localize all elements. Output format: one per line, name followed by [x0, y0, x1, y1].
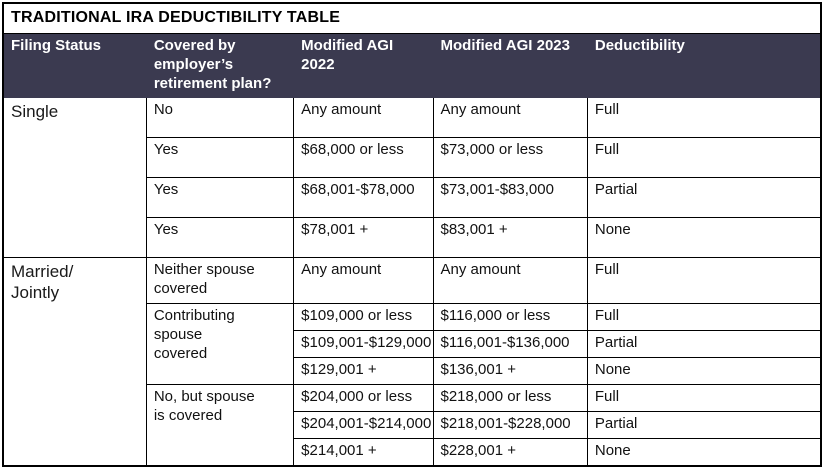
- table-row: Married/ Jointly Neither spouse covered An…: [2, 257, 822, 466]
- modified-agi-2022-cell: $109,001-$129,000: [293, 330, 434, 358]
- column-header-filing-status: Filing Status: [2, 33, 147, 98]
- table-row: Yes $68,000 or less $73,000 or less Full: [3, 137, 822, 178]
- covered-by-plan-cell: Neither spouse covered: [145, 257, 295, 304]
- table-title: TRADITIONAL IRA DEDUCTIBILITY TABLE: [2, 2, 822, 34]
- table-body: Single No Any amount Any amount Full Yes $68,0…: [2, 97, 822, 466]
- table-row: Yes $68,001-$78,000 $73,001-$83,000 Partial: [3, 177, 822, 218]
- modified-agi-2023-cell: $116,001-$136,000: [432, 330, 588, 358]
- modified-agi-2022-cell: $68,001-$78,000: [293, 177, 434, 218]
- modified-agi-2023-cell: $116,000 or less: [432, 303, 588, 331]
- deductibility-cell: Full: [586, 137, 822, 178]
- ira-deductibility-table: TRADITIONAL IRA DEDUCTIBILITY TABLE Fili…: [2, 2, 822, 467]
- table-row: $129,001 + $136,001 + None: [3, 357, 822, 385]
- modified-agi-2023-cell: $218,001-$228,000: [432, 411, 588, 439]
- modified-agi-2022-cell: $204,001-$214,000: [293, 411, 434, 439]
- modified-agi-2023-cell: $83,001 +: [432, 217, 588, 258]
- covered-by-plan-cell: No, but spouse is covered: [145, 384, 295, 466]
- modified-agi-2023-cell: $218,000 or less: [432, 384, 588, 412]
- modified-agi-2022-cell: $68,000 or less: [293, 137, 434, 178]
- table-row: Single No Any amount Any amount Full: [2, 97, 822, 258]
- covered-by-plan-cell: Contributing spouse covered: [145, 303, 295, 385]
- column-header-deductibility: Deductibility: [586, 33, 822, 98]
- column-header-modified-agi-2022: Modified AGI 2022: [293, 33, 434, 98]
- filing-status-cell: Single: [2, 97, 147, 258]
- filing-status-cell: Married/ Jointly: [2, 257, 147, 466]
- deductibility-cell: Full: [586, 384, 822, 412]
- covered-by-plan-cell: Yes: [145, 137, 295, 178]
- table-row: $109,001-$129,000 $116,001-$136,000 Partia…: [3, 330, 822, 358]
- deductibility-cell: Full: [586, 257, 822, 304]
- deductibility-cell: None: [586, 357, 822, 385]
- deductibility-cell: Partial: [586, 330, 822, 358]
- modified-agi-2023-cell: Any amount: [432, 257, 588, 304]
- modified-agi-2022-cell: $129,001 +: [293, 357, 434, 385]
- modified-agi-2023-cell: $73,000 or less: [432, 137, 588, 178]
- table-row: Yes $78,001 + $83,001 + None: [3, 217, 822, 258]
- modified-agi-2022-cell: $78,001 +: [293, 217, 434, 258]
- modified-agi-2023-cell: $73,001-$83,000: [432, 177, 588, 218]
- table-row: $214,001 + $228,001 + None: [3, 438, 822, 466]
- column-header-modified-agi-2023: Modified AGI 2023: [432, 33, 588, 98]
- modified-agi-2022-cell: $109,000 or less: [293, 303, 434, 331]
- modified-agi-2023-cell: $136,001 +: [432, 357, 588, 385]
- modified-agi-2023-cell: Any amount: [432, 97, 588, 138]
- covered-by-plan-cell: No: [145, 97, 295, 138]
- modified-agi-2022-cell: $214,001 +: [293, 438, 434, 466]
- table-row: Contributing spouse covered $109,000 or l…: [3, 303, 822, 385]
- title-row: TRADITIONAL IRA DEDUCTIBILITY TABLE: [2, 2, 822, 34]
- covered-by-plan-cell: Yes: [145, 177, 295, 218]
- modified-agi-2022-cell: Any amount: [293, 97, 434, 138]
- modified-agi-2022-cell: $204,000 or less: [293, 384, 434, 412]
- deductibility-cell: Full: [586, 97, 822, 138]
- modified-agi-2022-cell: Any amount: [293, 257, 434, 304]
- column-header-row: Filing Status Covered by employer’s reti…: [2, 33, 822, 98]
- table-row: No, but spouse is covered $204,000 or les…: [3, 384, 822, 466]
- deductibility-cell: None: [586, 217, 822, 258]
- deductibility-cell: Partial: [586, 177, 822, 218]
- deductibility-cell: Full: [586, 303, 822, 331]
- column-header-covered-by-plan: Covered by employer’s retirement plan?: [145, 33, 295, 98]
- deductibility-cell: None: [586, 438, 822, 466]
- deductibility-cell: Partial: [586, 411, 822, 439]
- covered-by-plan-cell: Yes: [145, 217, 295, 258]
- modified-agi-2023-cell: $228,001 +: [432, 438, 588, 466]
